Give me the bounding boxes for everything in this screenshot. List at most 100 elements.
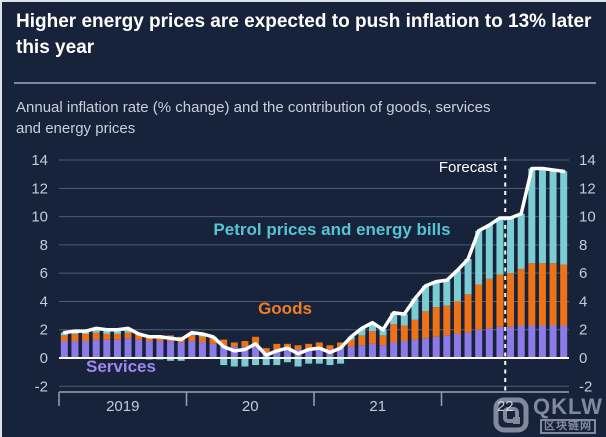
bar-segment-goods: [379, 335, 387, 346]
y-tick-label: 6: [579, 265, 587, 282]
bar-segment-goods: [188, 335, 196, 342]
bar-segment-services: [443, 335, 451, 358]
watermark: QKLW 区块链网: [493, 396, 603, 434]
bar-segment-goods: [422, 311, 430, 339]
bar-segment-services: [145, 341, 153, 358]
bar-segment-energy: [390, 312, 398, 325]
bar-segment-services: [379, 345, 387, 358]
y-axis-labels-right: 14 12 10 8 6 4 2 0 -2: [579, 152, 596, 395]
forecast-label: Forecast: [439, 159, 498, 176]
bar-segment-services: [422, 338, 430, 358]
y-tick-label: 4: [579, 293, 587, 310]
bar-segment-services: [390, 342, 398, 358]
bar-segment-goods: [432, 307, 440, 337]
bar-segment-goods: [517, 268, 525, 326]
bar-segment-energy: [464, 259, 472, 295]
bar-segment-services: [496, 326, 504, 358]
bar-segment-services: [507, 326, 515, 358]
bar-segment-goods: [411, 319, 419, 340]
bar-segment-services: [464, 332, 472, 358]
bar-segment-goods: [368, 331, 376, 344]
bar-segment-services: [92, 339, 100, 358]
bar-segment-services: [283, 349, 291, 358]
bar-segment-energy-negative: [305, 358, 313, 364]
bar-segment-services: [368, 343, 376, 358]
bar-segment-goods: [241, 341, 249, 347]
bar-segment-goods: [82, 333, 90, 342]
bar-segment-services: [135, 339, 143, 358]
y-tick-label: 4: [40, 293, 48, 310]
y-tick-label: 0: [40, 350, 48, 367]
bar-segment-goods: [464, 294, 472, 333]
x-tick-label: 21: [369, 398, 386, 415]
bar-segment-goods: [252, 336, 260, 346]
y-tick-label: -2: [579, 378, 592, 395]
bar-segment-goods: [209, 338, 217, 344]
bar-segment-goods: [103, 333, 111, 340]
bar-segment-energy: [475, 230, 483, 285]
bar-segment-goods: [538, 263, 546, 326]
bar-segment-energy-negative: [315, 358, 323, 364]
bar-segment-services: [560, 325, 568, 358]
bar-segment-goods: [507, 273, 515, 327]
bar-segment-energy: [560, 171, 568, 265]
bar-segment-goods: [71, 333, 79, 342]
bar-segment-services: [113, 339, 121, 358]
bar-segment-services: [538, 325, 546, 358]
series-label-services: Services: [86, 357, 156, 376]
watermark-subtext: 区块链网: [540, 419, 596, 434]
bar-segment-goods: [485, 278, 493, 329]
bar-segment-goods: [443, 305, 451, 336]
bar-segment-energy: [358, 328, 366, 336]
bar-segment-energy: [92, 328, 100, 333]
bar-segment-services: [475, 329, 483, 358]
bar-segment-goods: [528, 263, 536, 326]
y-tick-label: 6: [40, 265, 48, 282]
y-tick-label: 10: [31, 209, 48, 226]
bar-segment-energy-negative: [337, 358, 345, 364]
y-tick-label: 8: [579, 237, 587, 254]
bar-segment-energy-negative: [230, 358, 238, 367]
bar-segment-energy-negative: [220, 358, 228, 366]
bar-segment-energy: [113, 329, 121, 334]
bar-segment-goods: [337, 342, 345, 349]
bar-segment-energy-negative: [294, 358, 302, 367]
bar-segment-energy-negative: [241, 358, 249, 367]
bar-segment-services: [358, 345, 366, 358]
bar-segment-energy: [422, 285, 430, 312]
bar-segment-energy: [411, 298, 419, 320]
y-tick-label: 12: [579, 180, 596, 197]
bar-segment-services: [198, 342, 206, 358]
bar-segment-goods: [390, 324, 398, 343]
bar-segment-services: [60, 341, 68, 358]
y-tick-label: 12: [31, 180, 48, 197]
bar-segment-goods: [496, 274, 504, 327]
bar-segment-services: [273, 349, 281, 358]
bars-group: [60, 168, 568, 367]
bar-segment-energy: [549, 169, 557, 264]
bar-segment-energy-negative: [283, 358, 291, 363]
y-tick-label: -2: [35, 378, 48, 395]
bar-segment-goods: [326, 345, 334, 350]
y-tick-label: 2: [40, 322, 48, 339]
bar-segment-energy: [507, 218, 515, 274]
bar-segment-goods: [400, 325, 408, 342]
bar-segment-goods: [475, 284, 483, 330]
bar-segment-energy: [379, 329, 387, 336]
bar-segment-services: [485, 328, 493, 358]
total-inflation-line: [62, 166, 566, 357]
y-tick-label: 14: [579, 152, 596, 169]
bar-segment-services: [82, 341, 90, 358]
y-tick-label: 0: [579, 350, 587, 367]
bar-segment-energy-negative: [167, 358, 175, 361]
y-tick-label: 2: [579, 322, 587, 339]
bar-segment-services: [167, 341, 175, 358]
bar-segment-goods: [60, 335, 68, 342]
bar-segment-goods: [560, 264, 568, 326]
series-label-goods: Goods: [258, 299, 312, 318]
x-tick-label: 2019: [106, 398, 139, 415]
bar-segment-goods: [453, 301, 461, 334]
bar-segment-goods: [220, 339, 228, 346]
